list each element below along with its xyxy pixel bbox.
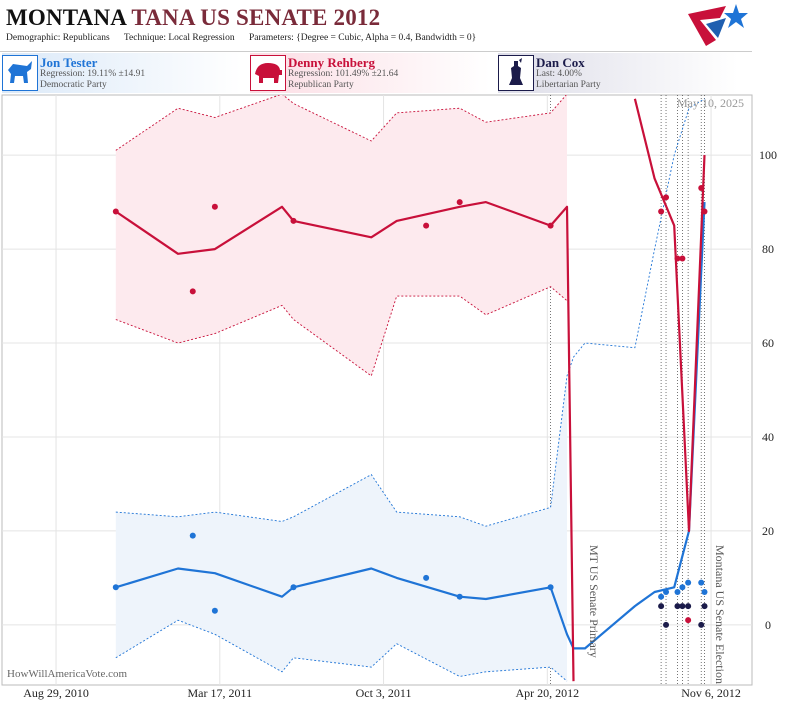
poll-point: [685, 579, 692, 586]
candidate-name: Dan Cox: [536, 55, 585, 70]
poll-point: [547, 222, 554, 229]
annotation: MT US Senate Primary: [587, 545, 601, 658]
poll-point: [701, 208, 708, 215]
x-tick-label: Oct 3, 2011: [356, 686, 412, 700]
y-tick-label: 80: [762, 242, 774, 256]
poll-point: [112, 584, 119, 591]
plot-frame: [1, 94, 753, 686]
party-icon: [2, 55, 38, 91]
meta-label: Technique:: [123, 33, 166, 43]
y-tick-label: 20: [762, 524, 774, 538]
y-tick-label: 100: [759, 148, 777, 162]
poll-point: [679, 584, 686, 591]
poll-point: [547, 584, 554, 591]
poll-point: [189, 288, 196, 295]
poll-point: [290, 217, 297, 224]
poll-point: [658, 593, 665, 600]
poll-point: [658, 208, 665, 215]
candidate-party: Republican Party: [288, 80, 354, 90]
trend-line: [115, 98, 706, 682]
candidate-card: Denny Rehberg Regression: 101.49% ±21.64…: [250, 53, 490, 93]
divider: [0, 51, 752, 52]
poll-point: [701, 588, 708, 595]
y-tick-label: 60: [762, 336, 774, 350]
party-icon: [498, 55, 534, 91]
poll-point: [211, 203, 218, 210]
poll-point: [290, 584, 297, 591]
poll-point: [456, 593, 463, 600]
confidence-band: [115, 95, 567, 376]
title-state: MONTANA: [6, 5, 126, 30]
candidate-summary: Last: 4.00%: [536, 69, 582, 79]
x-tick-label: Nov 6, 2012: [681, 686, 741, 700]
poll-point: [674, 255, 681, 262]
annotation: Montana US Senate Election: [713, 545, 727, 684]
poll-point: [685, 603, 692, 610]
meta-label: Parameters:: [248, 33, 294, 43]
y-tick-label: 0: [765, 618, 771, 632]
poll-point: [112, 208, 119, 215]
confidence-bound: [115, 619, 568, 682]
meta-value: Republicans: [62, 33, 110, 43]
candidate-card: Dan Cox Last: 4.00% Libertarian Party: [498, 53, 738, 93]
confidence-band: [115, 375, 567, 682]
poll-point: [674, 603, 681, 610]
poll-point: [701, 603, 708, 610]
title-rest: TANA US SENATE 2012: [131, 5, 381, 30]
poll-point: [679, 603, 686, 610]
meta-line: Demographic: Republicans Technique: Loca…: [6, 33, 488, 43]
poll-point: [211, 607, 218, 614]
x-tick-label: Aug 29, 2010: [23, 686, 89, 700]
poll-point: [663, 194, 670, 201]
candidate-party: Democratic Party: [40, 80, 107, 90]
poll-point: [698, 185, 705, 192]
poll-point: [679, 255, 686, 262]
candidate-name: Denny Rehberg: [288, 55, 376, 70]
candidate-card: Jon Tester Regression: 19.11% ±14.91 Dem…: [2, 53, 242, 93]
poll-point: [663, 588, 670, 595]
x-tick-label: Mar 17, 2011: [188, 686, 253, 700]
trend-line: [115, 202, 706, 650]
date-stamp: May 10, 2025: [677, 96, 744, 110]
poll-point: [698, 621, 705, 628]
meta-value: Local Regression: [168, 33, 235, 43]
plot-area: [2, 95, 752, 685]
logo: [688, 4, 748, 46]
candidate-summary: Regression: 19.11% ±14.91: [40, 69, 146, 79]
poll-point: [663, 621, 670, 628]
axes: Aug 29, 2010 Mar 17, 2011 Oct 3, 2011 Apr 2…: [23, 148, 777, 700]
poll-point: [456, 199, 463, 206]
poll-point: [189, 532, 196, 539]
x-tick-label: Apr 20, 2012: [515, 686, 579, 700]
poll-point: [685, 617, 692, 624]
title: MONTANA TANA US SENATE 2012: [6, 5, 380, 31]
poll-point: [658, 603, 665, 610]
meta-value: {Degree = Cubic, Alpha = 0.4, Bandwidth …: [296, 33, 477, 43]
poll-point: [423, 222, 430, 229]
poll-point: [423, 574, 430, 581]
candidate-summary: Regression: 101.49% ±21.64: [288, 69, 399, 79]
candidate-party: Libertarian Party: [536, 80, 601, 90]
y-tick-label: 40: [762, 430, 774, 444]
poll-point: [698, 579, 705, 586]
confidence-bound: [115, 95, 567, 151]
meta-label: Demographic:: [6, 33, 61, 43]
poll-point: [674, 588, 681, 595]
party-icon: [250, 55, 286, 91]
candidate-name: Jon Tester: [40, 55, 98, 70]
confidence-bound: [115, 98, 705, 527]
watermark: HowWillAmericaVote.com: [7, 668, 127, 680]
